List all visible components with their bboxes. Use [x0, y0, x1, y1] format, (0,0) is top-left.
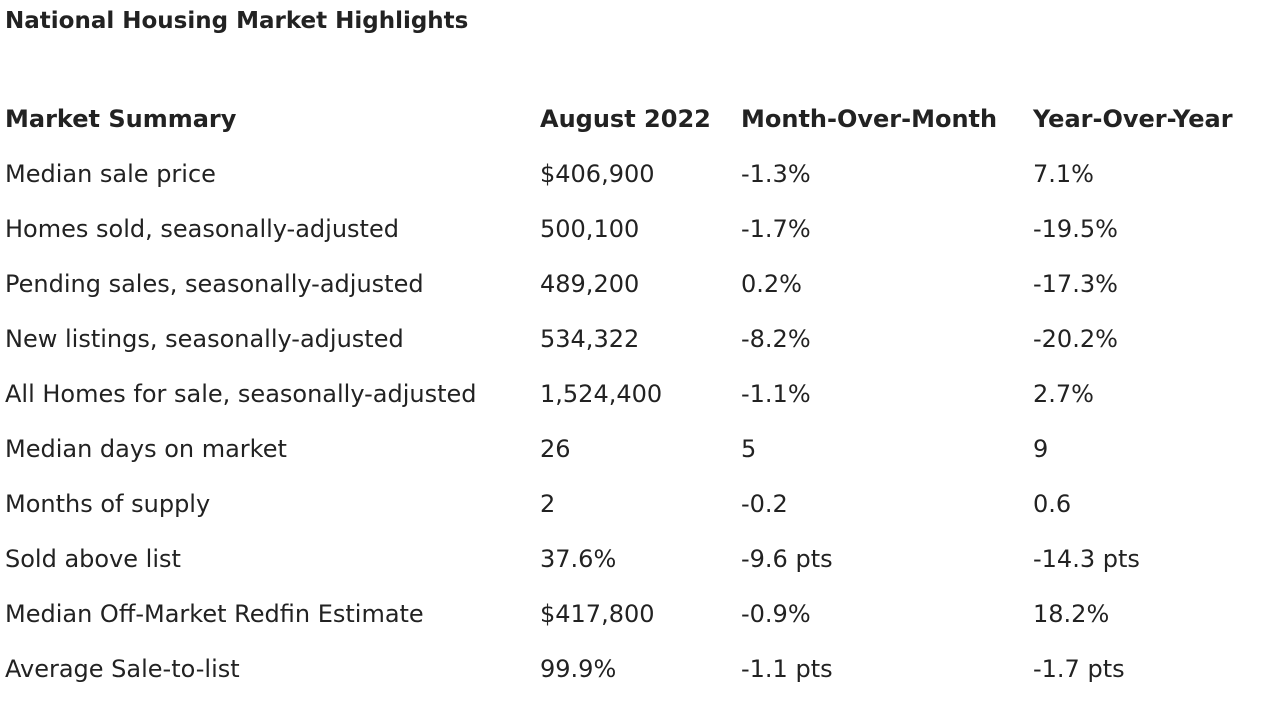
row-label: Median sale price [5, 160, 216, 188]
row-mom-value: -9.6 pts [741, 545, 833, 573]
row-label: Average Sale-to-list [5, 655, 240, 683]
row-august-value: 500,100 [540, 215, 640, 243]
row-mom-value: -0.2 [741, 490, 788, 518]
row-yoy-value: -19.5% [1033, 215, 1118, 243]
row-mom-value: -0.9% [741, 600, 811, 628]
row-mom-value: 5 [741, 435, 757, 463]
table-row: Median days on market 26 5 9 [0, 422, 1266, 477]
row-yoy-value: 2.7% [1033, 380, 1094, 408]
row-yoy-value: 0.6 [1033, 490, 1072, 518]
row-mom-value: -1.3% [741, 160, 811, 188]
row-yoy-value: -1.7 pts [1033, 655, 1125, 683]
market-summary-table: Market Summary August 2022 Month-Over-Mo… [0, 92, 1266, 697]
row-mom-value: -1.1 pts [741, 655, 833, 683]
page-title: National Housing Market Highlights [5, 8, 469, 34]
row-yoy-value: 18.2% [1033, 600, 1110, 628]
row-yoy-value: -14.3 pts [1033, 545, 1140, 573]
row-august-value: 489,200 [540, 270, 640, 298]
row-label: Pending sales, seasonally-adjusted [5, 270, 424, 298]
row-yoy-value: 9 [1033, 435, 1049, 463]
row-august-value: $406,900 [540, 160, 655, 188]
row-mom-value: -1.7% [741, 215, 811, 243]
row-yoy-value: -17.3% [1033, 270, 1118, 298]
row-mom-value: -1.1% [741, 380, 811, 408]
table-row: Sold above list 37.6% -9.6 pts -14.3 pts [0, 532, 1266, 587]
row-label: Homes sold, seasonally-adjusted [5, 215, 399, 243]
row-label: New listings, seasonally-adjusted [5, 325, 404, 353]
row-label: Median Off-Market Redfin Estimate [5, 600, 424, 628]
header-month-over-month: Month-Over-Month [741, 105, 998, 133]
table-row: All Homes for sale, seasonally-adjusted … [0, 367, 1266, 422]
header-august-2022: August 2022 [540, 105, 711, 133]
table-row: Homes sold, seasonally-adjusted 500,100 … [0, 202, 1266, 257]
table-row: Average Sale-to-list 99.9% -1.1 pts -1.7… [0, 642, 1266, 697]
row-august-value: 26 [540, 435, 571, 463]
table-row: Pending sales, seasonally-adjusted 489,2… [0, 257, 1266, 312]
table-header-row: Market Summary August 2022 Month-Over-Mo… [0, 92, 1266, 147]
row-august-value: $417,800 [540, 600, 655, 628]
row-mom-value: -8.2% [741, 325, 811, 353]
row-yoy-value: -20.2% [1033, 325, 1118, 353]
row-august-value: 37.6% [540, 545, 617, 573]
row-yoy-value: 7.1% [1033, 160, 1094, 188]
row-august-value: 1,524,400 [540, 380, 663, 408]
table-row: New listings, seasonally-adjusted 534,32… [0, 312, 1266, 367]
header-year-over-year: Year-Over-Year [1033, 105, 1233, 133]
row-label: Months of supply [5, 490, 211, 518]
row-label: Sold above list [5, 545, 181, 573]
row-label: All Homes for sale, seasonally-adjusted [5, 380, 477, 408]
header-market-summary: Market Summary [5, 105, 237, 133]
table-row: Median Off-Market Redfin Estimate $417,8… [0, 587, 1266, 642]
row-label: Median days on market [5, 435, 287, 463]
row-mom-value: 0.2% [741, 270, 802, 298]
table-row: Months of supply 2 -0.2 0.6 [0, 477, 1266, 532]
table-row: Median sale price $406,900 -1.3% 7.1% [0, 147, 1266, 202]
row-august-value: 534,322 [540, 325, 640, 353]
row-august-value: 99.9% [540, 655, 617, 683]
row-august-value: 2 [540, 490, 556, 518]
